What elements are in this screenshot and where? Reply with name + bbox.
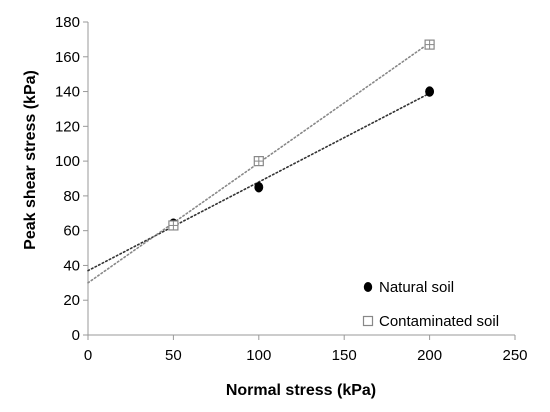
y-tick-label: 40 bbox=[63, 257, 80, 274]
y-tick-label: 0 bbox=[72, 327, 80, 344]
y-tick-label: 180 bbox=[55, 14, 80, 31]
x-tick-label: 100 bbox=[246, 347, 271, 364]
data-point-contaminated-soil bbox=[424, 39, 435, 50]
x-tick-label: 0 bbox=[84, 347, 92, 364]
tick-labels: 0 20 40 60 80 100 120 140 160 180 0 50 100 150 200 250 bbox=[55, 14, 528, 364]
y-tick-label: 60 bbox=[63, 223, 80, 240]
y-tick-label: 80 bbox=[63, 188, 80, 205]
y-tick-label: 140 bbox=[55, 84, 80, 101]
legend-label: Natural soil bbox=[379, 279, 454, 296]
legend: Natural soil Contaminated soil bbox=[362, 279, 499, 330]
x-tick-label: 200 bbox=[417, 347, 442, 364]
legend-item-contaminated-soil: Contaminated soil bbox=[362, 313, 499, 330]
x-tick-label: 250 bbox=[502, 347, 527, 364]
y-tick-label: 100 bbox=[55, 153, 80, 170]
x-tick-label: 50 bbox=[165, 347, 182, 364]
x-tick-label: 150 bbox=[332, 347, 357, 364]
data-point-natural-soil bbox=[254, 181, 264, 193]
data-point-contaminated-soil bbox=[253, 156, 264, 167]
legend-marker bbox=[363, 282, 373, 292]
y-tick-label: 20 bbox=[63, 292, 80, 309]
data-point-natural-soil bbox=[425, 86, 435, 97]
legend-item-natural-soil: Natural soil bbox=[363, 279, 454, 296]
y-axis-title: Peak shear stress (kPa) bbox=[22, 70, 39, 250]
legend-label: Contaminated soil bbox=[379, 313, 499, 330]
y-tick-label: 120 bbox=[55, 118, 80, 135]
y-tick-label: 160 bbox=[55, 49, 80, 66]
legend-marker bbox=[362, 315, 374, 327]
data-points bbox=[168, 39, 435, 231]
x-axis-title: Normal stress (kPa) bbox=[226, 382, 376, 399]
data-point-contaminated-soil bbox=[168, 220, 179, 231]
